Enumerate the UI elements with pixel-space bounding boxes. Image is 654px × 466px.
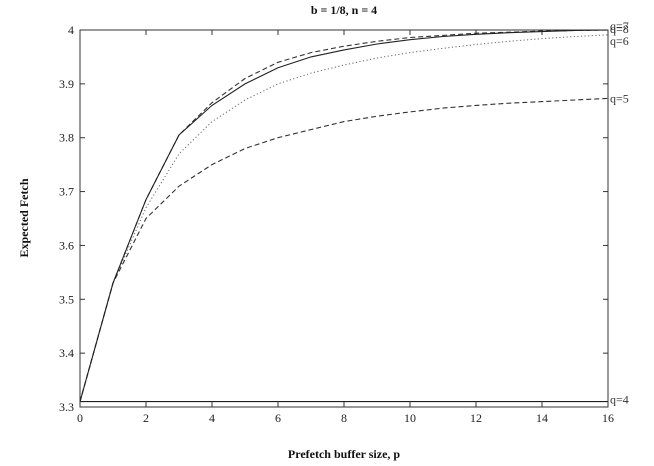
x-tick-label: 12 xyxy=(470,411,482,425)
series-label-q4: q=4 xyxy=(610,393,629,407)
x-tick-label: 16 xyxy=(602,411,614,425)
series-line-q5 xyxy=(79,97,609,402)
y-tick-label: 3.4 xyxy=(59,346,74,360)
x-tick-label: 0 xyxy=(77,411,83,425)
x-tick-label: 4 xyxy=(209,411,215,425)
series-line-q6 xyxy=(79,34,609,402)
x-axis-label: Prefetch buffer size, p xyxy=(288,447,401,461)
x-tick-label: 10 xyxy=(404,411,416,425)
y-tick-label: 4 xyxy=(68,23,74,37)
y-tick-label: 3.7 xyxy=(59,185,74,199)
series-label-q7: q=7 xyxy=(610,19,629,33)
y-tick-label: 3.9 xyxy=(59,77,74,91)
x-tick-label: 8 xyxy=(341,411,347,425)
y-tick-label: 3.5 xyxy=(59,292,74,306)
series-line-q8 xyxy=(79,29,609,402)
y-tick-label: 3.8 xyxy=(59,131,74,145)
series-label-q8: q=8 xyxy=(610,22,629,36)
series-labels: q=4 q=5 q=6q=7q=8 xyxy=(610,19,629,407)
series-lines xyxy=(79,29,609,403)
x-tick-label: 14 xyxy=(536,411,548,425)
series-line-q7 xyxy=(79,29,609,402)
x-tick-label: 6 xyxy=(275,411,281,425)
series-label-q5: q=5 xyxy=(610,91,629,105)
plot-frame xyxy=(79,29,609,408)
y-tick-label: 3.6 xyxy=(59,238,74,252)
x-tick-label: 2 xyxy=(143,411,149,425)
y-tick-label: 3.3 xyxy=(59,400,74,414)
axis-ticks: 0 2 4 6 8 10 12 14 16 3.3 3.4 3.5 3.6 3.7 3.8 3.9 4 xyxy=(59,23,614,425)
y-axis-label: Expected Fetch xyxy=(17,178,31,257)
series-label-q6: q=6 xyxy=(610,34,629,48)
chart-title: b = 1/8, n = 4 xyxy=(311,3,377,17)
